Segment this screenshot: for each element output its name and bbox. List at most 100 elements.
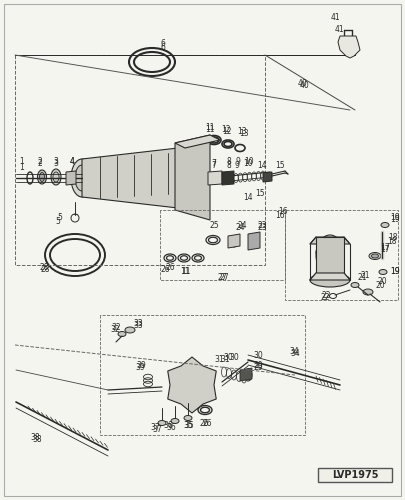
Text: 24: 24	[237, 222, 247, 230]
Ellipse shape	[38, 170, 47, 184]
Text: 30: 30	[253, 350, 263, 360]
Text: LVP1975: LVP1975	[332, 470, 378, 480]
Text: 8: 8	[227, 160, 231, 170]
Text: 10: 10	[243, 160, 253, 168]
Text: 26: 26	[199, 420, 209, 428]
Ellipse shape	[118, 332, 126, 336]
Text: 41: 41	[335, 26, 345, 35]
Circle shape	[191, 193, 195, 197]
Text: 32: 32	[110, 324, 120, 334]
Polygon shape	[222, 171, 234, 185]
Text: 4: 4	[70, 158, 75, 166]
Text: 27: 27	[219, 274, 229, 282]
Ellipse shape	[184, 416, 192, 420]
Text: 29: 29	[253, 360, 263, 370]
Ellipse shape	[244, 369, 252, 381]
Text: 9: 9	[234, 160, 239, 170]
Ellipse shape	[381, 222, 389, 228]
Text: 19: 19	[390, 268, 400, 276]
Text: 33: 33	[133, 320, 143, 330]
Text: 34: 34	[290, 348, 300, 358]
Text: 30: 30	[229, 354, 239, 362]
Text: 34: 34	[289, 348, 299, 356]
Circle shape	[190, 148, 196, 156]
Text: 4: 4	[70, 156, 75, 166]
Text: 16: 16	[278, 208, 288, 216]
Circle shape	[344, 48, 348, 52]
Text: 5: 5	[58, 214, 62, 222]
Circle shape	[191, 168, 195, 172]
Text: 39: 39	[136, 362, 146, 370]
Text: 24: 24	[235, 224, 245, 232]
Polygon shape	[310, 273, 350, 280]
Text: 41: 41	[330, 12, 340, 22]
Polygon shape	[175, 135, 210, 220]
Text: 40: 40	[300, 80, 310, 90]
Text: 19: 19	[390, 216, 400, 224]
Circle shape	[353, 44, 357, 48]
Text: 26: 26	[160, 266, 170, 274]
Text: 40: 40	[298, 78, 308, 88]
Text: 26: 26	[165, 264, 175, 272]
Text: 12: 12	[221, 124, 231, 134]
Polygon shape	[208, 171, 222, 185]
Text: 15: 15	[255, 190, 265, 198]
Text: 37: 37	[152, 424, 162, 434]
Text: 26: 26	[202, 420, 212, 428]
Text: 7: 7	[211, 158, 216, 168]
Polygon shape	[240, 368, 252, 381]
Text: 20: 20	[377, 278, 387, 286]
Ellipse shape	[249, 234, 259, 248]
Polygon shape	[263, 172, 272, 182]
Polygon shape	[228, 234, 240, 248]
Text: 16: 16	[275, 210, 285, 220]
Text: 3: 3	[53, 158, 58, 168]
Text: 13: 13	[237, 126, 247, 136]
Text: 12: 12	[222, 126, 232, 136]
Ellipse shape	[310, 273, 350, 287]
Text: 27: 27	[217, 272, 227, 281]
Text: 1: 1	[19, 158, 24, 166]
Ellipse shape	[316, 235, 344, 275]
Ellipse shape	[230, 237, 238, 247]
Text: 1: 1	[19, 162, 24, 172]
Ellipse shape	[158, 420, 166, 426]
Circle shape	[341, 41, 345, 45]
Text: 22: 22	[320, 294, 330, 302]
Ellipse shape	[51, 169, 61, 185]
Text: 39: 39	[135, 364, 145, 372]
Circle shape	[191, 150, 195, 154]
Ellipse shape	[371, 254, 379, 258]
Text: 11: 11	[180, 268, 190, 276]
Ellipse shape	[40, 172, 45, 182]
Text: 18: 18	[388, 234, 398, 242]
Text: 30: 30	[223, 352, 233, 362]
Text: 17: 17	[380, 246, 390, 254]
Circle shape	[316, 248, 324, 256]
Text: 8: 8	[227, 158, 231, 166]
Ellipse shape	[186, 189, 198, 197]
Text: 6: 6	[160, 40, 165, 48]
Circle shape	[191, 208, 195, 212]
Text: 33: 33	[133, 318, 143, 328]
Text: 31: 31	[220, 356, 230, 364]
Ellipse shape	[71, 159, 93, 197]
Text: 6: 6	[160, 44, 165, 52]
Text: 2: 2	[38, 160, 43, 168]
Text: 31: 31	[214, 356, 224, 364]
Polygon shape	[310, 237, 350, 244]
Text: 17: 17	[380, 244, 390, 252]
Text: 5: 5	[55, 218, 60, 226]
Text: 19: 19	[390, 268, 400, 276]
Text: 25: 25	[209, 222, 219, 230]
Text: 35: 35	[183, 422, 193, 430]
Polygon shape	[175, 135, 220, 148]
Text: 13: 13	[239, 128, 249, 138]
Text: 15: 15	[275, 160, 285, 170]
Text: 22: 22	[321, 290, 331, 300]
Text: 7: 7	[211, 160, 216, 170]
Circle shape	[336, 251, 344, 259]
Ellipse shape	[369, 252, 381, 260]
Ellipse shape	[379, 270, 387, 274]
Text: 2: 2	[38, 158, 43, 166]
